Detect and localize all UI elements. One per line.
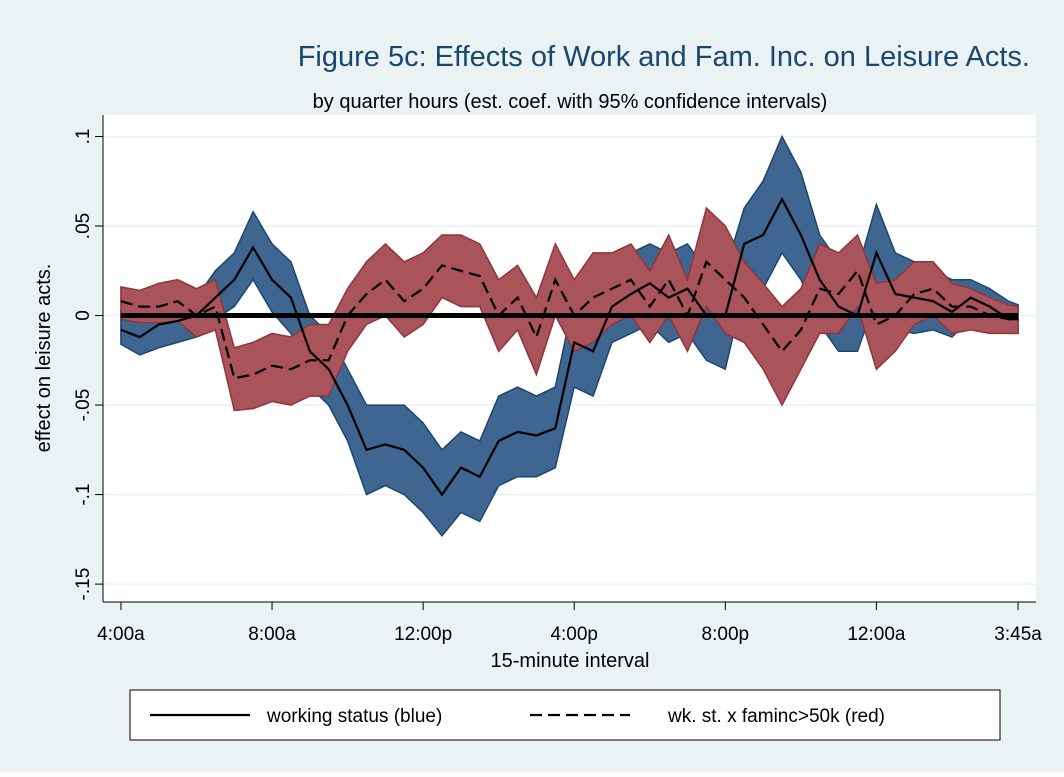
x-tick-label: 8:00a xyxy=(248,624,296,645)
series-line xyxy=(120,196,1019,497)
series-line xyxy=(120,259,1019,380)
x-tick-label: 8:00p xyxy=(702,624,750,645)
x-tick-label: 12:00a xyxy=(847,624,906,645)
x-tick-label: 3:45a xyxy=(994,624,1042,645)
y-tick-label: .1 xyxy=(73,129,94,145)
legend xyxy=(129,689,1001,741)
chart-title: Figure 5c: Effects of Work and Fam. Inc.… xyxy=(298,41,1030,73)
x-axis-title: 15-minute interval xyxy=(491,650,650,672)
y-tick-label: -.15 xyxy=(73,568,94,601)
y-tick-label: -.1 xyxy=(73,483,94,505)
x-tick-label: 4:00a xyxy=(97,624,145,645)
chart-subtitle: by quarter hours (est. coef. with 95% co… xyxy=(313,91,828,113)
confidence-band xyxy=(120,206,1019,412)
y-tick-label: .05 xyxy=(73,213,94,239)
y-tick-label: 0 xyxy=(73,310,94,321)
legend-label: working status (blue) xyxy=(266,706,442,727)
x-tick-label: 4:00p xyxy=(550,624,598,645)
legend-label: wk. st. x faminc>50k (red) xyxy=(667,706,885,727)
y-axis-title: effect on leisure acts. xyxy=(33,264,55,453)
x-tick-label: 12:00p xyxy=(394,624,452,645)
y-tick-label: -.05 xyxy=(73,389,94,422)
